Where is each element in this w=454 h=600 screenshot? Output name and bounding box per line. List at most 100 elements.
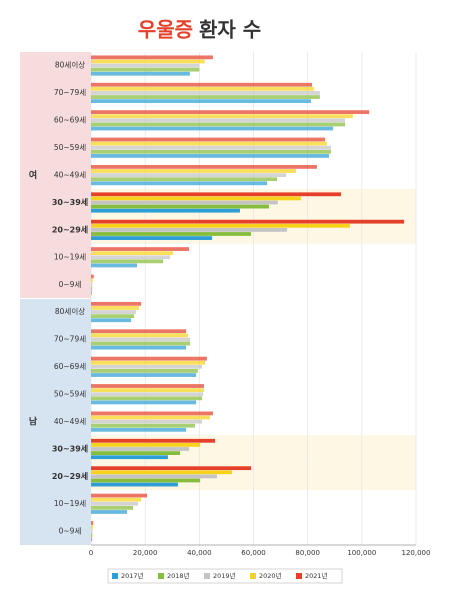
bar [91,177,278,182]
bar [91,247,190,251]
category-label: 20~29세 [52,225,88,235]
category-label: 40~49세 [54,170,86,179]
bar [91,99,311,104]
bar [91,337,191,342]
bar [91,482,178,487]
bar [91,396,203,401]
legend-label: 2019년 [213,571,236,580]
x-tick-label: 0 [89,549,93,557]
bar [91,251,174,256]
bar [91,236,213,240]
bar [91,333,188,338]
bar [91,474,217,479]
bar [91,364,203,369]
category-label: 20~29세 [52,471,88,481]
bar [91,59,205,64]
legend-swatch [158,573,164,579]
category-label: 0~9세 [59,526,82,535]
bar [91,263,138,268]
bar [91,537,93,542]
bar [91,154,330,158]
bar [91,427,187,432]
category-label: 0~9세 [59,280,82,289]
bar [91,290,92,295]
bar [91,447,190,451]
bar [91,255,171,260]
bar [91,196,301,201]
category-label: 80세이상 [55,60,85,70]
category-label: 30~39세 [52,444,88,454]
legend-label: 2018년 [167,571,190,580]
x-tick-label: 120,000 [402,549,431,557]
bar [91,169,297,173]
bar [91,533,93,538]
bar [91,451,181,455]
bar [91,82,312,87]
bar [91,200,278,205]
legend-label: 2021년 [305,571,328,580]
bar [91,415,210,420]
bar [91,165,317,169]
bar [91,286,93,291]
bar [91,442,201,447]
bar [91,110,370,115]
category-label: 60~69세 [54,362,86,371]
bar [91,122,346,127]
group-label: 남 [29,415,38,427]
legend-box [107,568,343,584]
bar [91,388,204,393]
bar [91,301,142,306]
category-label: 50~59세 [54,389,86,398]
bar [91,95,320,99]
bar [91,373,197,377]
bar [91,141,327,146]
bar [91,204,269,209]
bar [91,478,201,483]
category-label: 70~79세 [54,88,86,97]
legend-swatch [250,573,256,579]
bar [91,259,164,264]
bar [91,274,94,279]
group-band [20,298,91,545]
bar [91,438,216,443]
category-label: 70~79세 [54,335,86,344]
bar [91,521,94,525]
bar [91,145,331,150]
bar [91,423,195,428]
bar [91,149,331,154]
category-label: 10~19세 [54,252,86,261]
bar [91,356,207,361]
bar [91,384,204,388]
x-tick-label: 40,000 [187,549,212,557]
bar [91,455,168,460]
chart-title: 환자 수 [199,18,261,42]
bar [91,278,93,283]
bar [91,501,139,506]
x-tick-label: 100,000 [347,549,376,557]
legend-swatch [296,573,302,579]
x-tick-label: 60,000 [241,549,266,557]
bar [91,369,198,373]
bar [91,411,213,416]
bar [91,510,128,514]
bar [91,400,197,405]
bar [91,173,286,177]
bar [91,360,206,365]
bar [91,86,314,91]
category-label: 60~69세 [54,115,86,124]
group-label: 여 [29,169,37,181]
bar [91,126,334,131]
category-label: 30~39세 [52,197,88,207]
bar [91,227,288,232]
bar [91,310,136,314]
bar [91,181,268,186]
bar [91,314,135,319]
bar [91,71,190,76]
bar [91,118,346,123]
legend-label: 2020년 [259,571,282,580]
bar [91,392,204,397]
legend-swatch [112,573,118,579]
bar [91,223,350,228]
bar [91,497,142,502]
bar [91,232,252,236]
